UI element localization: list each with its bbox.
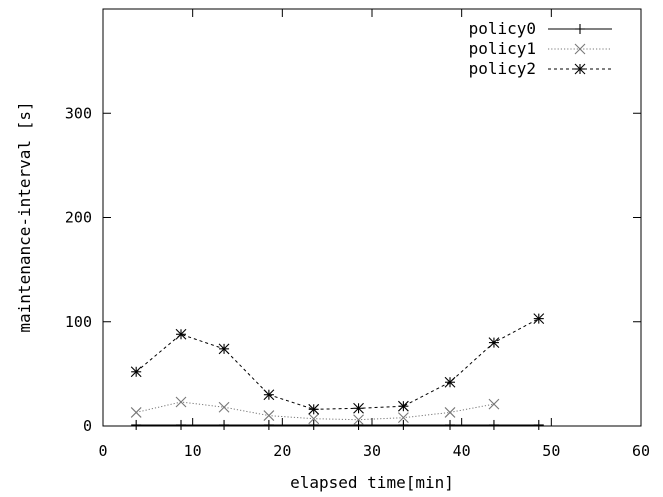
data-point xyxy=(176,419,187,430)
data-point xyxy=(397,412,409,424)
legend-marker xyxy=(574,63,586,75)
axis-ticks xyxy=(102,9,642,427)
data-point xyxy=(353,419,364,430)
data-point xyxy=(488,398,500,410)
y-tick-label: 200 xyxy=(65,209,92,227)
data-point xyxy=(175,328,187,340)
y-axis-label: maintenance-interval [s] xyxy=(15,101,34,332)
data-point xyxy=(445,419,456,430)
data-point xyxy=(308,413,320,425)
data-point xyxy=(263,419,274,430)
y-tick-label: 300 xyxy=(65,104,92,122)
series-policy0 xyxy=(131,419,544,430)
x-tick-label: 20 xyxy=(273,442,291,460)
data-point xyxy=(533,313,545,325)
y-tick-label: 100 xyxy=(65,313,92,331)
x-tick-label: 50 xyxy=(542,442,560,460)
data-point xyxy=(263,410,275,421)
data-point xyxy=(308,419,319,430)
x-tick-label: 0 xyxy=(98,442,107,460)
data-point xyxy=(130,407,142,418)
data-point xyxy=(263,389,275,401)
data-point xyxy=(398,419,409,430)
data-point xyxy=(175,396,187,408)
legend-label: policy0 xyxy=(469,19,536,38)
legend-label: policy2 xyxy=(469,59,536,78)
data-point xyxy=(131,419,142,430)
x-tick-label: 60 xyxy=(632,442,650,460)
x-tick-label: 30 xyxy=(363,442,381,460)
tick-labels: 0 10 20 30 40 50 60 0 100 200 300 xyxy=(65,104,650,460)
data-point xyxy=(308,403,320,415)
data-point xyxy=(444,407,456,418)
plot-frame xyxy=(102,8,642,427)
x-axis-label: elapsed time[min] xyxy=(290,473,454,492)
data-point xyxy=(444,376,456,388)
data-point xyxy=(219,419,230,430)
data-point xyxy=(218,401,230,413)
data-point xyxy=(488,337,500,348)
data-point xyxy=(353,402,364,414)
x-tick-label: 10 xyxy=(184,442,202,460)
data-point xyxy=(218,343,230,355)
series-layer xyxy=(130,313,545,430)
data-point xyxy=(488,419,499,430)
y-tick-label: 0 xyxy=(83,417,92,435)
legend-marker xyxy=(574,43,586,55)
data-point xyxy=(130,366,142,378)
data-point xyxy=(397,400,409,412)
series-policy2 xyxy=(130,313,545,415)
series-policy1 xyxy=(130,396,500,426)
legend-label: policy1 xyxy=(469,39,536,58)
x-tick-label: 40 xyxy=(453,442,471,460)
data-point xyxy=(353,414,364,426)
legend-marker xyxy=(575,24,585,34)
data-point xyxy=(533,419,544,430)
series-line xyxy=(135,318,540,410)
